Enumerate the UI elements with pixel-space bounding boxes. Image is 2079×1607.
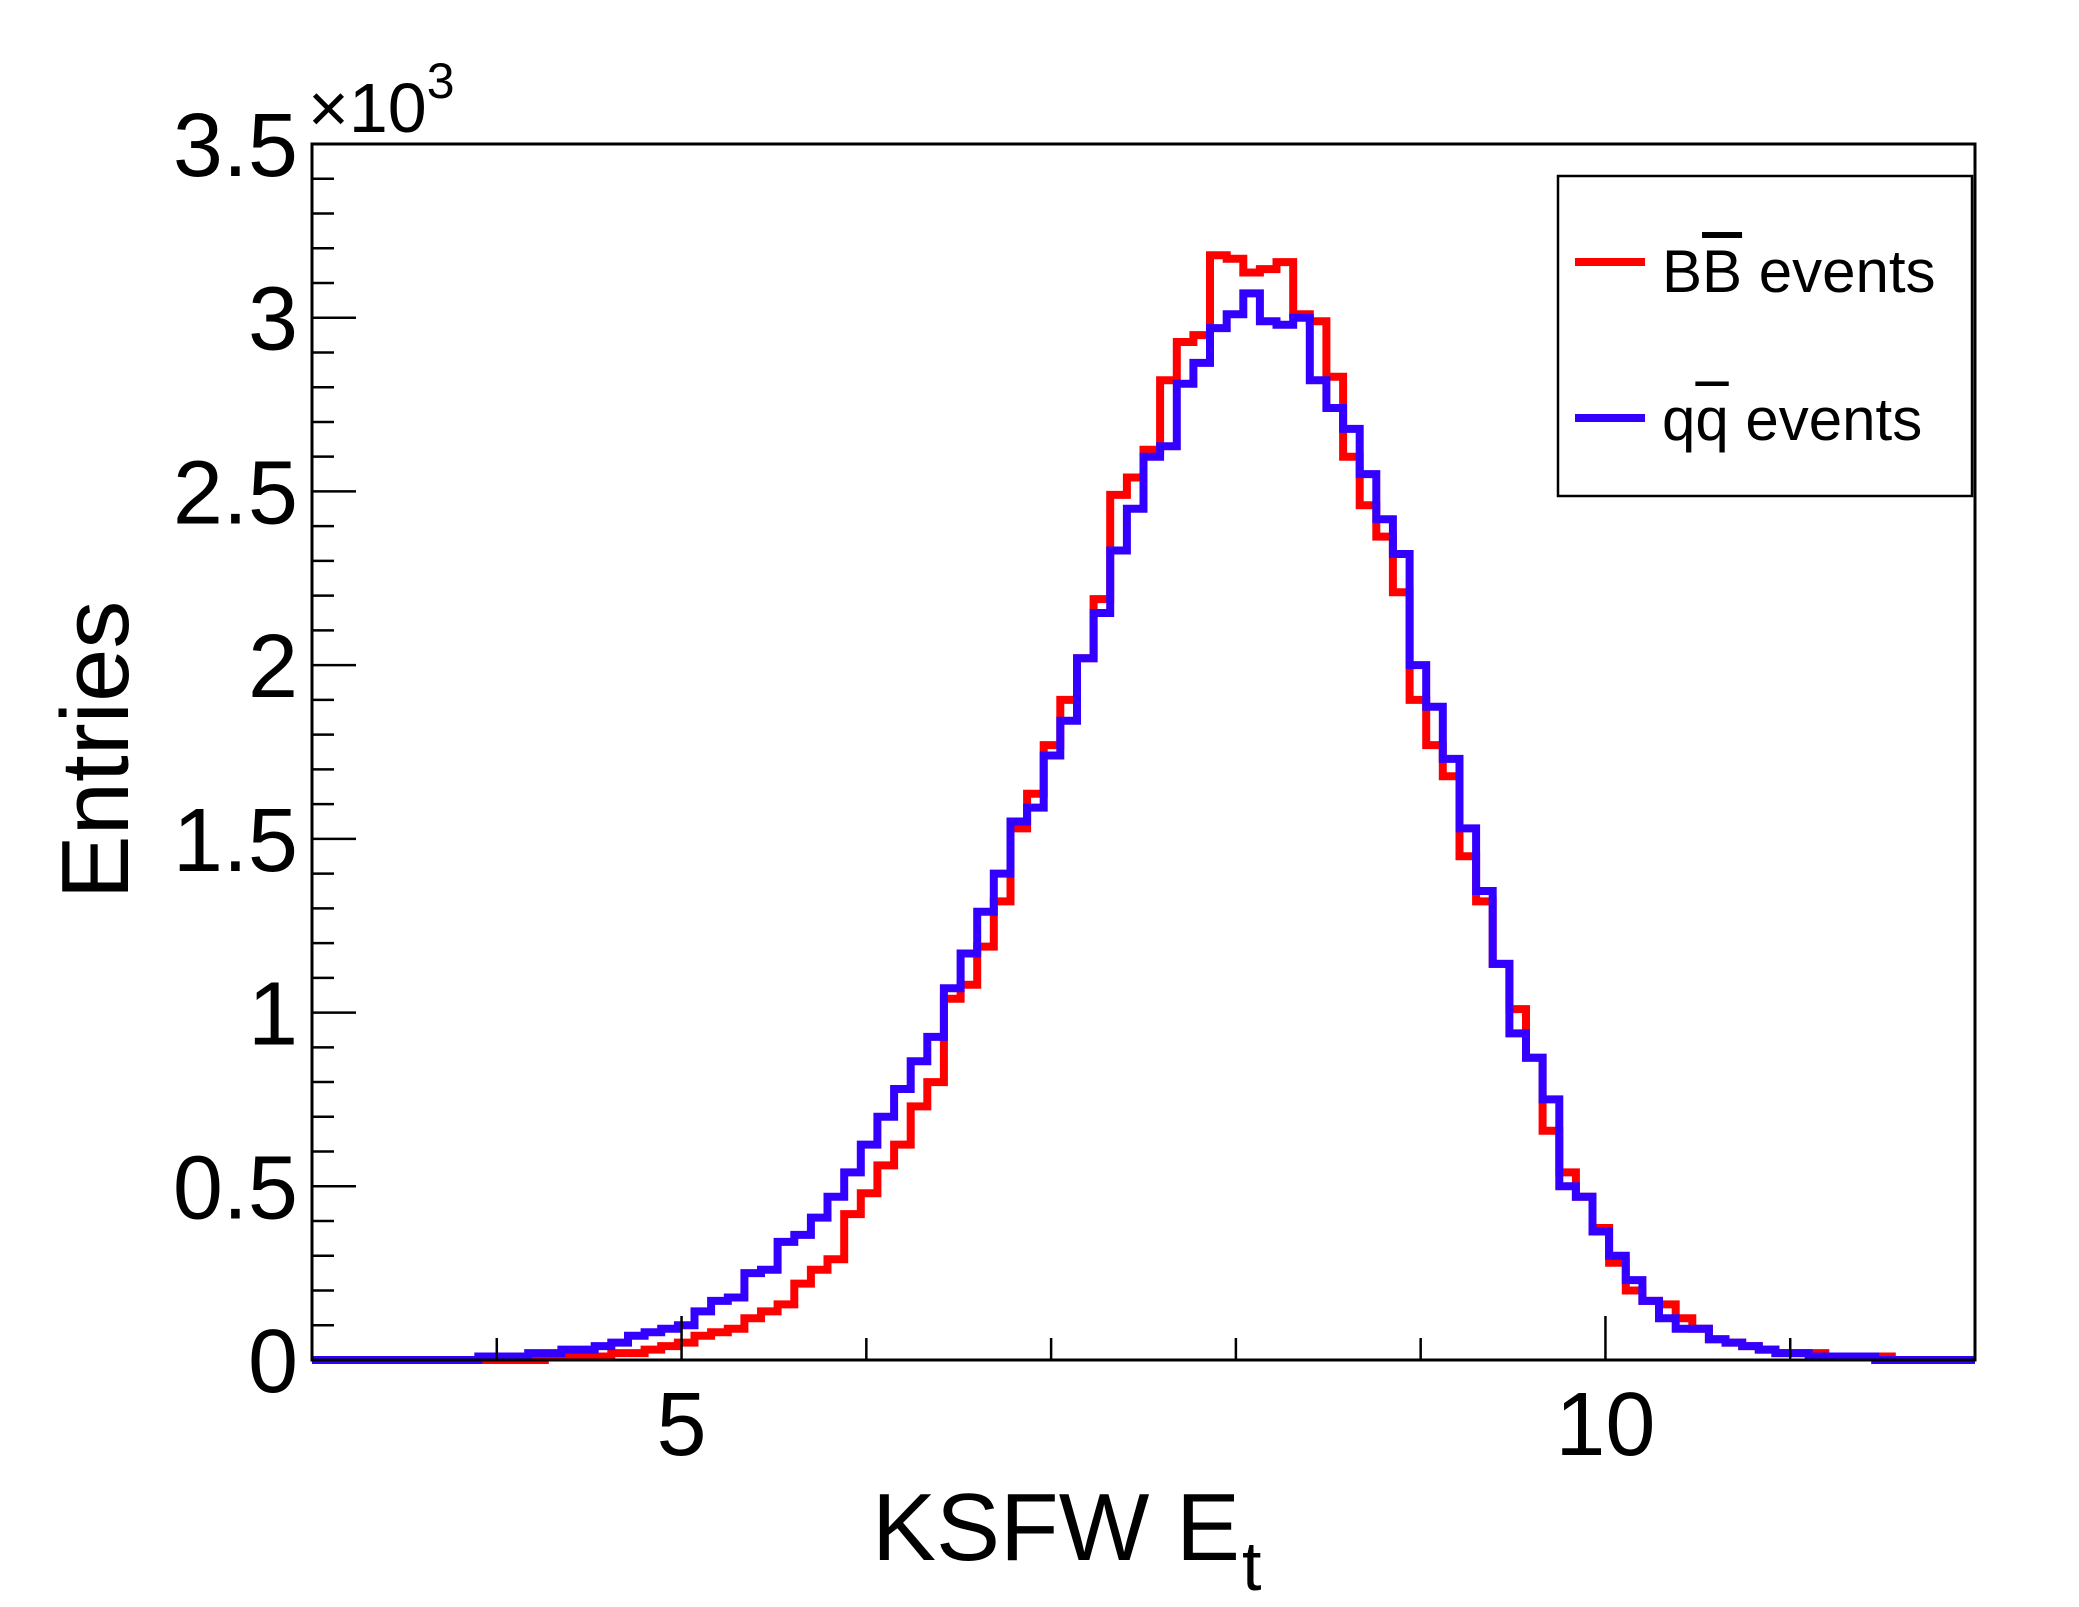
series-line-1 bbox=[312, 289, 1975, 1364]
y-tick-label: 1.5 bbox=[173, 791, 298, 891]
legend-label-qq: qq events bbox=[1662, 386, 1922, 453]
y-tick-label: 2 bbox=[248, 617, 298, 717]
y-multiplier-label: ×103 bbox=[308, 53, 455, 147]
x-axis-title-subscript: t bbox=[1242, 1527, 1261, 1602]
legend-label-bb: BB events bbox=[1662, 238, 1936, 305]
legend-bb-rest: events bbox=[1742, 238, 1935, 305]
plot-frame bbox=[310, 142, 1977, 1362]
y-tick-label: 0 bbox=[248, 1312, 298, 1412]
y-axis-title: Entries bbox=[42, 601, 149, 900]
legend-box bbox=[1556, 174, 1974, 498]
legend-bb-main: B bbox=[1662, 238, 1702, 305]
y-tick-label: 0.5 bbox=[173, 1138, 298, 1238]
x-tick-label: 5 bbox=[657, 1375, 707, 1475]
legend-bb-overline: B bbox=[1702, 238, 1742, 305]
ticks-layer bbox=[310, 142, 1977, 1362]
y-tick-label: 1 bbox=[248, 965, 298, 1065]
x-axis-title: KSFW E bbox=[872, 1474, 1240, 1581]
legend-qq-main: q bbox=[1662, 386, 1695, 453]
legend-qq-overline: q bbox=[1695, 386, 1728, 453]
y-multiplier-exponent: 3 bbox=[427, 53, 455, 109]
legend-qq-rest: events bbox=[1729, 386, 1922, 453]
labels-layer: 0 0.5 1 1.5 2 2.5 3 3.5 5 10 bbox=[173, 96, 1656, 1475]
y-tick-label: 3.5 bbox=[173, 96, 298, 196]
legend: BB events qq events bbox=[1556, 174, 1974, 498]
y-tick-label: 2.5 bbox=[173, 443, 298, 543]
y-tick-label: 3 bbox=[248, 270, 298, 370]
series-layer bbox=[312, 251, 1975, 1364]
y-multiplier-base: ×10 bbox=[308, 69, 427, 147]
x-tick-label: 10 bbox=[1555, 1375, 1655, 1475]
